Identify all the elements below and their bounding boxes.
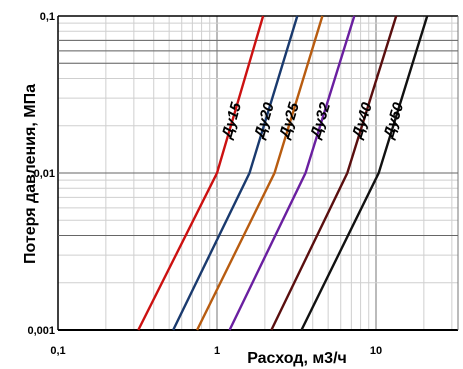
tick-labels: 0,1 1 10 0,001 0,01 0,1 <box>27 11 382 357</box>
series-lines <box>137 15 429 331</box>
series-line-6 <box>300 15 429 331</box>
series-line-5 <box>270 15 398 331</box>
y-tick-label: 0,1 <box>40 11 55 23</box>
series-line-3 <box>196 15 324 331</box>
x-tick-label: 10 <box>370 345 382 357</box>
x-tick-label: 1 <box>214 345 220 357</box>
x-tick-label: 0,1 <box>50 345 65 357</box>
series-label-6: Ду50 <box>380 100 408 142</box>
extra-horizontal-lines <box>58 39 458 236</box>
series-label-2: Ду20 <box>250 100 278 142</box>
y-tick-label: 0,01 <box>34 168 55 180</box>
y-axis-label: Потеря давления, МПа <box>22 84 39 264</box>
series-label-1: Ду15 <box>218 100 245 142</box>
series-line-4 <box>228 15 356 331</box>
x-axis-label: Расход, м3/ч <box>247 350 347 367</box>
series-label-3: Ду25 <box>275 100 303 142</box>
series-line-1 <box>137 15 265 331</box>
series-label-5: Ду40 <box>348 100 376 142</box>
y-tick-label: 0,001 <box>27 325 55 337</box>
series-line-2 <box>172 15 299 331</box>
series-label-4: Ду32 <box>306 100 334 142</box>
